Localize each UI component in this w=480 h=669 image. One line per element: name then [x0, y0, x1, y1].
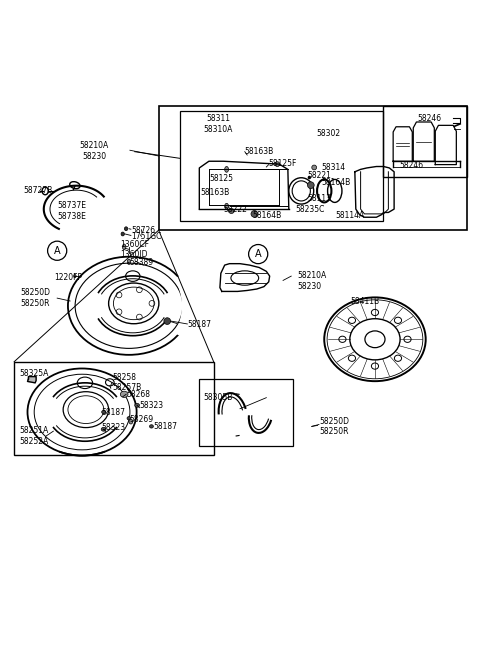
Text: 58250D
58250R: 58250D 58250R	[21, 288, 51, 308]
Text: 58163B: 58163B	[245, 147, 274, 156]
Text: 58187: 58187	[153, 422, 177, 431]
Bar	[180, 110, 383, 221]
Text: 58210A
58230: 58210A 58230	[298, 271, 327, 290]
Text: 58125: 58125	[209, 175, 233, 183]
Text: A: A	[54, 246, 60, 256]
Ellipse shape	[124, 227, 128, 231]
Text: A: A	[255, 249, 262, 259]
Text: 58163B: 58163B	[201, 188, 230, 197]
Circle shape	[164, 318, 170, 324]
Text: 58737E
58738E: 58737E 58738E	[57, 201, 86, 221]
Ellipse shape	[120, 391, 128, 397]
Bar	[199, 379, 293, 446]
Text: 58311
58310A: 58311 58310A	[204, 114, 233, 134]
Text: 58246: 58246	[399, 161, 423, 169]
Text: 58269: 58269	[129, 415, 153, 424]
Text: 58164B: 58164B	[322, 178, 350, 187]
Polygon shape	[27, 377, 36, 383]
Bar	[14, 362, 214, 455]
Ellipse shape	[122, 244, 126, 250]
Text: 1751GC: 1751GC	[131, 232, 161, 242]
Text: 58246: 58246	[417, 114, 441, 122]
Text: 1360CF
1360JD: 1360CF 1360JD	[120, 240, 149, 260]
Text: 58727B: 58727B	[24, 187, 53, 195]
Text: 58726: 58726	[131, 225, 155, 235]
Text: 58411B: 58411B	[350, 298, 379, 306]
Text: 58221: 58221	[307, 171, 331, 180]
Text: 58125F: 58125F	[269, 159, 297, 168]
Ellipse shape	[129, 419, 133, 424]
Ellipse shape	[127, 259, 131, 264]
Text: 1220FP: 1220FP	[54, 272, 83, 282]
Text: 58323: 58323	[101, 423, 125, 432]
Text: 58314: 58314	[322, 163, 346, 173]
Ellipse shape	[135, 403, 140, 407]
Bar	[158, 106, 468, 230]
Bar	[383, 106, 468, 177]
Text: 58389: 58389	[129, 258, 153, 267]
Ellipse shape	[127, 417, 131, 420]
Ellipse shape	[225, 167, 228, 172]
Circle shape	[251, 211, 258, 217]
Circle shape	[308, 182, 314, 189]
Text: 58187: 58187	[101, 407, 125, 417]
Ellipse shape	[312, 165, 317, 170]
Text: 58268: 58268	[126, 390, 150, 399]
Text: 58187: 58187	[187, 320, 211, 329]
Text: 58251A
58252A: 58251A 58252A	[20, 426, 49, 446]
Ellipse shape	[121, 232, 124, 236]
Text: 58323: 58323	[140, 401, 164, 410]
Ellipse shape	[228, 209, 234, 213]
Text: 58305B: 58305B	[204, 393, 233, 402]
Text: 58302: 58302	[317, 129, 341, 138]
Text: 58113: 58113	[307, 194, 331, 203]
Ellipse shape	[225, 203, 228, 209]
Text: 58325A: 58325A	[20, 369, 49, 378]
Wedge shape	[175, 275, 191, 337]
Text: 58114A: 58114A	[336, 211, 365, 220]
Text: 58210A
58230: 58210A 58230	[79, 141, 108, 161]
Text: 58164B: 58164B	[252, 211, 281, 220]
Text: 58258
58257B: 58258 58257B	[112, 373, 142, 392]
Text: 58250D
58250R: 58250D 58250R	[319, 417, 349, 436]
Ellipse shape	[150, 425, 154, 428]
Text: 58235C: 58235C	[295, 205, 324, 213]
Ellipse shape	[101, 427, 106, 432]
Text: 58222: 58222	[223, 205, 247, 213]
Ellipse shape	[102, 410, 106, 413]
Ellipse shape	[74, 274, 76, 278]
Ellipse shape	[275, 162, 280, 167]
